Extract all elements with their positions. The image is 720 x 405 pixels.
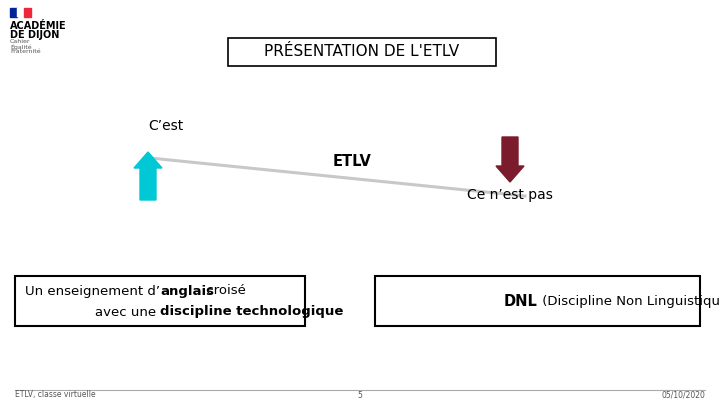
- Text: Ce n’est pas: Ce n’est pas: [467, 188, 553, 202]
- Text: discipline technologique: discipline technologique: [160, 305, 343, 318]
- Text: ACADÉMIE: ACADÉMIE: [10, 21, 67, 31]
- FancyBboxPatch shape: [375, 276, 700, 326]
- Bar: [10, 8, 17, 17]
- Text: ETLV, classe virtuelle: ETLV, classe virtuelle: [15, 390, 96, 399]
- Text: avec une: avec une: [94, 305, 160, 318]
- FancyBboxPatch shape: [228, 38, 496, 66]
- Bar: [24, 8, 31, 17]
- Text: DE DIJON: DE DIJON: [10, 30, 59, 40]
- Bar: [17, 8, 24, 17]
- Text: Un enseignement d’: Un enseignement d’: [25, 284, 160, 298]
- Text: DNL: DNL: [503, 294, 538, 309]
- Text: 05/10/2020: 05/10/2020: [661, 390, 705, 399]
- FancyArrow shape: [134, 152, 162, 200]
- Text: Égalité: Égalité: [10, 44, 32, 50]
- Text: ETLV: ETLV: [333, 154, 372, 169]
- FancyBboxPatch shape: [15, 276, 305, 326]
- Text: anglais: anglais: [160, 284, 214, 298]
- FancyArrow shape: [496, 137, 524, 182]
- Text: C’est: C’est: [148, 119, 184, 133]
- Text: PRÉSENTATION DE L'ETLV: PRÉSENTATION DE L'ETLV: [264, 45, 459, 60]
- Text: croisé: croisé: [202, 284, 246, 298]
- Text: 5: 5: [358, 390, 362, 399]
- Text: (Discipline Non Linguistique): (Discipline Non Linguistique): [538, 294, 720, 307]
- Text: Fraternité: Fraternité: [10, 49, 40, 54]
- Text: Cahier: Cahier: [10, 39, 30, 44]
